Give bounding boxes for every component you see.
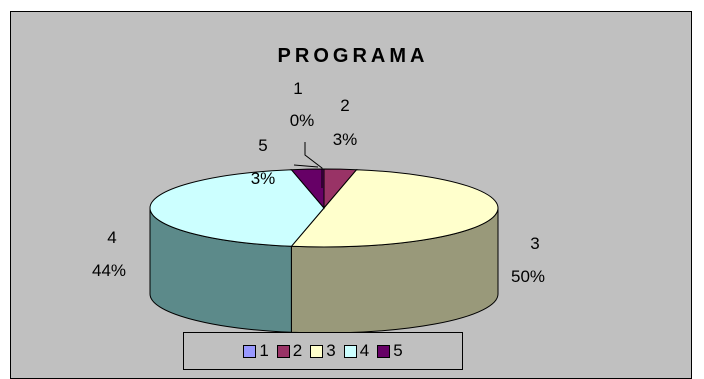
legend: 1 2 3 4 5: [183, 332, 463, 370]
chart-title: PROGRAMA: [278, 45, 429, 67]
legend-item-4: 4: [343, 341, 370, 361]
label-cat-3: 3: [530, 234, 539, 253]
leader-line-1: [304, 142, 323, 188]
label-pct-2: 3%: [333, 130, 358, 149]
label-cat-5: 5: [258, 136, 267, 155]
legend-label-5: 5: [393, 341, 403, 360]
pie-tops: [149, 168, 498, 248]
legend-item-2: 2: [276, 341, 303, 361]
legend-label-1: 1: [259, 341, 269, 360]
label-pct-4: 44%: [92, 261, 126, 280]
label-pct-5: 3%: [251, 169, 276, 188]
slice-3: [290, 169, 498, 248]
leader-line-5: [293, 164, 319, 168]
label-cat-2: 2: [340, 96, 349, 115]
data-labels: 1 0% 2 3% 5 3% 3 50% 4 44%: [92, 79, 545, 286]
legend-swatch-1: [243, 344, 257, 358]
leader-lines: [293, 142, 323, 188]
legend-label-4: 4: [359, 341, 370, 360]
legend-item-3: 3: [310, 341, 336, 361]
legend-item-5: 5: [377, 341, 403, 361]
legend-swatch-2: [276, 344, 290, 358]
legend-swatch-5: [377, 344, 391, 358]
legend-swatch-4: [343, 344, 357, 358]
label-pct-3: 50%: [511, 267, 545, 286]
slice-4: [149, 169, 325, 247]
slice-5: [290, 168, 325, 210]
label-cat-4: 4: [107, 228, 116, 247]
legend-label-3: 3: [326, 341, 336, 360]
legend-item-1: 1: [243, 341, 269, 361]
legend-label-2: 2: [292, 341, 303, 360]
label-cat-1: 1: [293, 79, 302, 98]
legend-swatch-3: [310, 344, 324, 358]
label-pct-1: 0%: [290, 111, 315, 130]
